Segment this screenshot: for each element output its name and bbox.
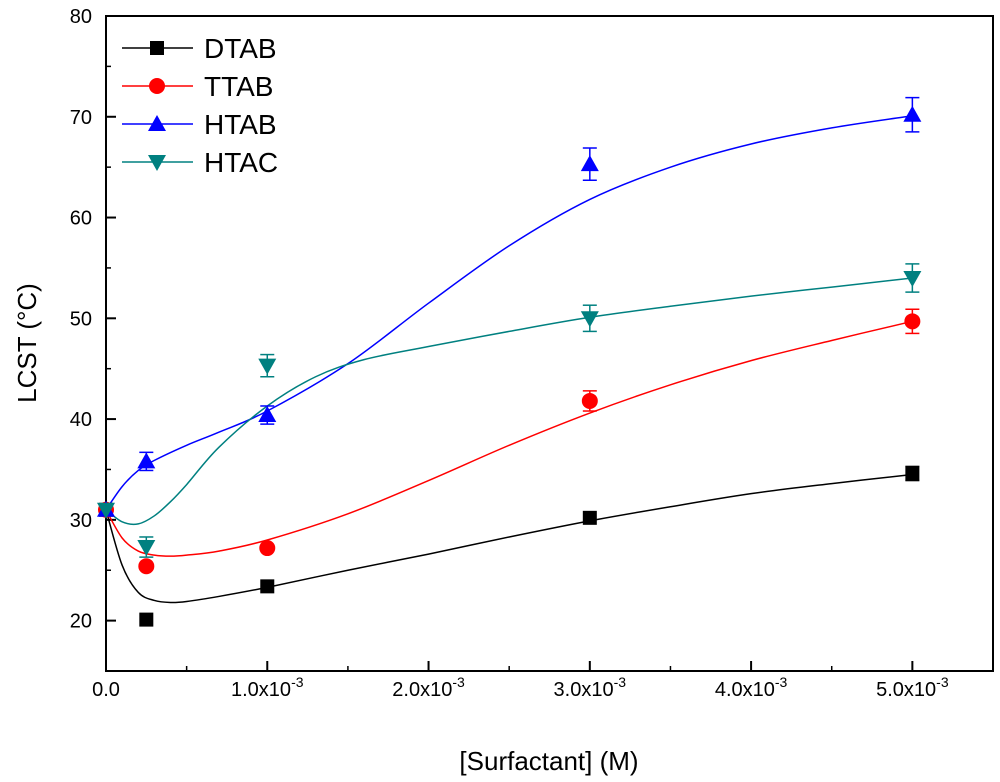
- plot-frame: [105, 15, 994, 672]
- data-point-htab: [580, 155, 599, 172]
- fit-curve-htac: [105, 277, 913, 526]
- data-point-htac: [97, 502, 115, 519]
- data-point-ttab: [259, 540, 276, 557]
- legend-item-ttab: TTAB: [122, 71, 273, 102]
- data-point-htac: [137, 540, 156, 557]
- legend-marker: [148, 115, 166, 131]
- y-tick-label: 20: [70, 611, 92, 633]
- data-point-ttab: [904, 313, 921, 330]
- x-tick-label: 0.0: [92, 679, 120, 701]
- fit-curves: [105, 115, 913, 604]
- legend-label: HTAB: [204, 109, 277, 140]
- legend-label: TTAB: [204, 71, 273, 102]
- legend-marker: [149, 78, 165, 94]
- data-point-htac: [258, 358, 277, 375]
- fit-curve-dtab: [105, 473, 913, 604]
- legend: DTAB TTAB HTAB HTAC: [122, 33, 278, 178]
- data-point-htab: [258, 406, 277, 423]
- data-point-htac: [580, 311, 599, 328]
- x-tick-label: 5.0x10-3: [876, 674, 949, 701]
- y-tick-label: 50: [70, 308, 92, 330]
- legend-label: HTAC: [204, 147, 278, 178]
- data-point-ttab: [581, 392, 598, 409]
- data-point-dtab: [905, 466, 920, 481]
- y-tick-label: 60: [70, 208, 92, 230]
- y-tick-label: 30: [70, 510, 92, 532]
- x-axis-label: [Surfactant] (M): [459, 746, 638, 776]
- data-point-ttab: [138, 558, 155, 575]
- legend-item-dtab: DTAB: [122, 33, 277, 64]
- y-tick-label: 40: [70, 409, 92, 431]
- legend-item-htab: HTAB: [122, 109, 277, 140]
- data-point-dtab: [260, 579, 275, 594]
- data-point-dtab: [582, 510, 597, 525]
- data-point-htab: [903, 105, 922, 122]
- x-tick-label: 4.0x10-3: [715, 674, 788, 701]
- y-axis-label: LCST (°C): [12, 283, 42, 403]
- x-tick-label: 1.0x10-3: [231, 674, 304, 701]
- legend-marker: [150, 41, 164, 55]
- y-axis-ticks: 20 30 40 50 60 70 80: [70, 6, 116, 672]
- data-markers: [97, 96, 922, 627]
- data-point-dtab: [139, 612, 154, 627]
- x-tick-label: 3.0x10-3: [554, 674, 627, 701]
- legend-item-htac: HTAC: [122, 147, 278, 178]
- y-tick-label: 70: [70, 107, 92, 129]
- x-axis-ticks: 0.0 1.0x10-3 2.0x10-3 3.0x10-3 4.0x10-3 5.0x1…: [92, 661, 949, 701]
- fit-curve-ttab: [105, 320, 913, 557]
- data-point-htac: [903, 271, 922, 287]
- legend-marker: [148, 155, 166, 171]
- legend-label: DTAB: [204, 33, 277, 64]
- y-tick-label: 80: [70, 6, 92, 28]
- data-point-htab: [137, 452, 156, 469]
- x-tick-label: 2.0x10-3: [392, 674, 465, 701]
